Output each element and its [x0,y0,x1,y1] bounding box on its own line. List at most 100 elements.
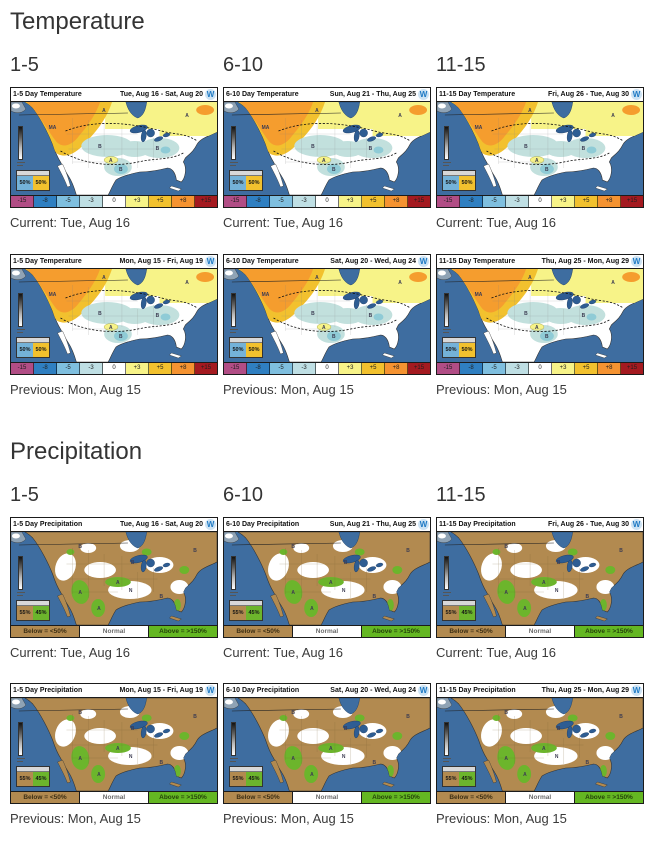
forecast-map-card[interactable]: 11-15 Day Temperature Fri, Aug 26 - Tue,… [436,87,644,209]
probability-box: 55% 45% [16,599,50,621]
probability-right-value: 50% [246,342,262,357]
map-header: 1-5 Day Precipitation Tue, Aug 16 - Sat,… [11,517,217,532]
forecast-map-card[interactable]: 1-5 Day Temperature Mon, Aug 15 - Fri, A… [10,253,218,375]
probability-box: 50% 50% [229,170,263,192]
alaska-snow [437,270,446,276]
forecast-map-card[interactable]: 11-15 Day Precipitation Fri, Aug 26 - Tu… [436,516,644,638]
map-label-below: B [586,760,590,766]
probability-box: 50% 50% [16,170,50,192]
vertical-gradient-scale [17,292,26,334]
forecast-map-card[interactable]: 11-15 Day Temperature Thu, Aug 25 - Mon,… [436,253,644,375]
weather-brand-logo-icon: W [631,89,642,101]
map-label-below: B [406,714,410,720]
anomaly-contours [273,123,411,166]
map-label-below: B [311,144,315,150]
forecast-map-card[interactable]: 1-5 Day Temperature Tue, Aug 16 - Sat, A… [10,87,218,209]
baja-peninsula [270,330,284,355]
canada-border-line [18,113,128,116]
great-lakes [342,554,384,572]
temp-scale-cell: -15 [11,362,34,374]
temp-scale-cell: +15 [408,196,430,208]
map-label-above: A [78,590,82,596]
map-label-below: B [119,167,123,173]
precip-legend-cell: Above = >150% [149,792,217,804]
map-cell: 6-10 Day Precipitation Sun, Aug 21 - Thu… [223,516,431,661]
temp-scale-cell: 0 [103,196,126,208]
map-label-below: B [311,311,315,317]
canada-border-line [444,279,554,283]
map-label-below: B [98,311,102,317]
hudson-bay [125,268,147,286]
probability-values: 55% 45% [443,772,475,787]
precipitation-legend-bar: Below = <50% Normal Above = >150% [224,624,430,637]
temp-scale-cell: -3 [80,362,103,374]
section-temperature: Temperature 1-5 6-10 11-15 1-5 Day Tempera… [10,8,644,398]
weather-brand-logo-icon: W [418,685,429,697]
map-label-below: B [582,146,586,152]
hudson-bay [125,698,147,715]
precip-legend-cell: Above = >150% [362,792,430,804]
map-date-range: Sun, Aug 21 - Thu, Aug 25 [329,520,416,528]
anomaly-letter-labels: B B B B A A A N [291,544,410,612]
anomaly-contours [60,123,198,166]
map-label-below: B [193,548,197,554]
forecast-map-card[interactable]: 1-5 Day Precipitation Mon, Aug 15 - Fri,… [10,683,218,805]
precipitation-legend-bar: Below = <50% Normal Above = >150% [437,624,643,637]
weather-brand-logo-icon: W [205,685,216,697]
precipitation-map-graphic: B B B B A A A N [224,531,430,625]
map-label-above: A [611,113,615,119]
map-label-above: A [504,756,508,762]
section-title: Temperature [10,8,145,35]
map-cell: 6-10 Day Temperature Sun, Aug 21 - Thu, … [223,87,431,231]
map-label-below: B [406,548,410,554]
state-boundaries [279,118,371,169]
probability-right-value: 50% [459,176,475,191]
map-header: 6-10 Day Precipitation Sat, Aug 20 - Wed… [224,684,430,699]
map-label-below: B [291,544,295,550]
state-boundaries [492,284,584,335]
hudson-bay [338,531,360,549]
precipitation-legend-bar: Below = <50% Normal Above = >150% [11,791,217,804]
forecast-map-card[interactable]: 1-5 Day Precipitation Tue, Aug 16 - Sat,… [10,516,218,638]
section-precipitation: Precipitation 1-5 6-10 11-15 1-5 Day Preci… [10,438,644,828]
temperature-color-scale: -15 -8 -5 -3 0 +3 +5 +8 +15 [11,361,217,374]
alaska-snow [224,699,233,705]
forecast-map-card[interactable]: 6-10 Day Temperature Sun, Aug 21 - Thu, … [223,87,431,209]
precip-legend-cell: Above = >150% [575,792,643,804]
map-cell: 1-5 Day Precipitation Mon, Aug 15 - Fri,… [10,683,218,827]
weather-brand-logo-icon: W [418,518,429,530]
map-date-range: Tue, Aug 16 - Sat, Aug 20 [120,91,203,99]
map-label-below: B [504,544,508,550]
map-caption: Current: Tue, Aug 16 [10,215,130,231]
island [169,186,182,192]
precipitation-anomaly-regions [268,539,403,617]
forecast-map-card[interactable]: 11-15 Day Precipitation Thu, Aug 25 - Mo… [436,683,644,805]
temp-scale-cell: +5 [362,196,385,208]
map-label-above: A [322,158,326,164]
forecast-map-card[interactable]: 6-10 Day Precipitation Sat, Aug 20 - Wed… [223,683,431,805]
temp-scale-cell: 0 [529,196,552,208]
great-lakes [342,721,384,739]
map-label-much-above: MA [49,125,57,131]
precipitation-anomaly-regions [55,706,190,784]
map-cell: 11-15 Day Precipitation Thu, Aug 25 - Mo… [436,683,644,827]
map-label-much-above: MA [49,292,57,298]
temp-scale-cell: +3 [552,196,575,208]
map-label-normal: N [129,588,133,594]
state-boundaries [66,118,158,169]
forecast-map-card[interactable]: 6-10 Day Temperature Sat, Aug 20 - Wed, … [223,253,431,375]
forecast-map-card[interactable]: 6-10 Day Precipitation Sun, Aug 21 - Thu… [223,516,431,638]
alaska-snow [224,270,233,276]
vertical-gradient-scale [443,555,452,597]
map-label-below: B [98,144,102,150]
probability-right-value: 50% [246,176,262,191]
map-body: B B B B A A A N 55% 45% [11,531,217,625]
map-label-below: B [524,144,528,150]
map-title: 1-5 Day Precipitation [13,520,83,528]
probability-left-value: 55% [230,772,246,787]
baja-peninsula [483,593,497,618]
map-cell: 1-5 Day Precipitation Tue, Aug 16 - Sat,… [10,516,218,661]
temp-scale-cell: -8 [460,196,483,208]
anomaly-contours [486,123,624,166]
map-body: B B B B A A A N 55% 45% [224,698,430,792]
